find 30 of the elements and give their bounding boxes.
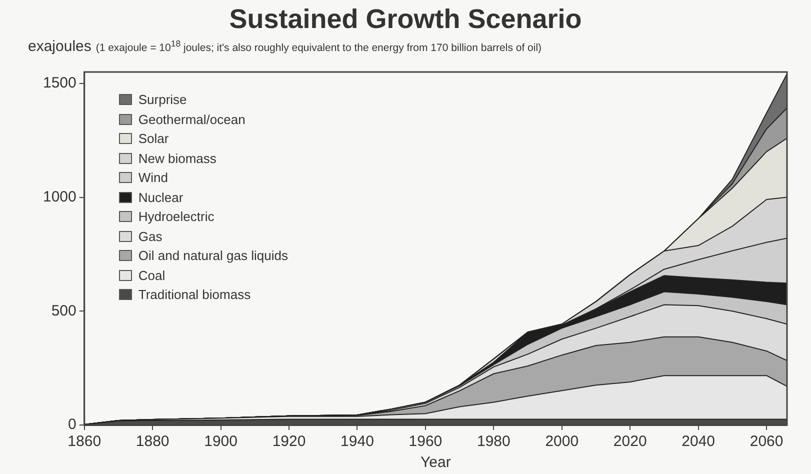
legend-label: Oil and natural gas liquids xyxy=(138,247,288,265)
x-tick-label: 1940 xyxy=(340,433,374,450)
x-tick-label: 2020 xyxy=(613,433,647,450)
chart-title: Sustained Growth Scenario xyxy=(228,4,583,36)
x-tick-label: 1880 xyxy=(136,433,170,450)
x-tick-label: 2000 xyxy=(545,433,579,450)
x-tick-label: 1920 xyxy=(272,433,306,450)
chart-subtitle: (1 exajoule = 10$^{18}$ joules; it's also roughly equivalent to the energy from 170 billion barrels of oil) xyxy=(96,38,542,54)
legend-label: Hydroelectric xyxy=(138,208,214,226)
y-tick-label: 0 xyxy=(68,416,76,434)
y-tick-label: 1000 xyxy=(42,188,76,206)
y-axis-title: exajoules xyxy=(28,38,92,55)
legend-label: Coal xyxy=(138,266,166,284)
y-tick-label: 500 xyxy=(51,302,76,320)
y-tick-label: 1500 xyxy=(42,74,76,92)
x-tick-label: 1980 xyxy=(476,433,510,450)
x-tick-label: 1860 xyxy=(68,433,102,450)
x-tick-label: 2060 xyxy=(750,433,784,450)
legend-label: Nuclear xyxy=(138,188,184,206)
legend-label: Wind xyxy=(138,169,168,187)
legend-label: Gas xyxy=(138,228,162,246)
legend-label: Traditional biomass xyxy=(138,286,251,304)
legend-label: Solar xyxy=(138,130,169,148)
legend-label: New biomass xyxy=(138,150,216,168)
x-tick-label: 2040 xyxy=(682,433,716,450)
x-tick-label: 1960 xyxy=(408,433,442,450)
x-tick-label: 1900 xyxy=(204,433,238,450)
legend-label: Surprise xyxy=(138,91,187,109)
legend-label: Geothermal/ocean xyxy=(138,110,246,128)
x-axis-title: Year xyxy=(420,454,451,472)
